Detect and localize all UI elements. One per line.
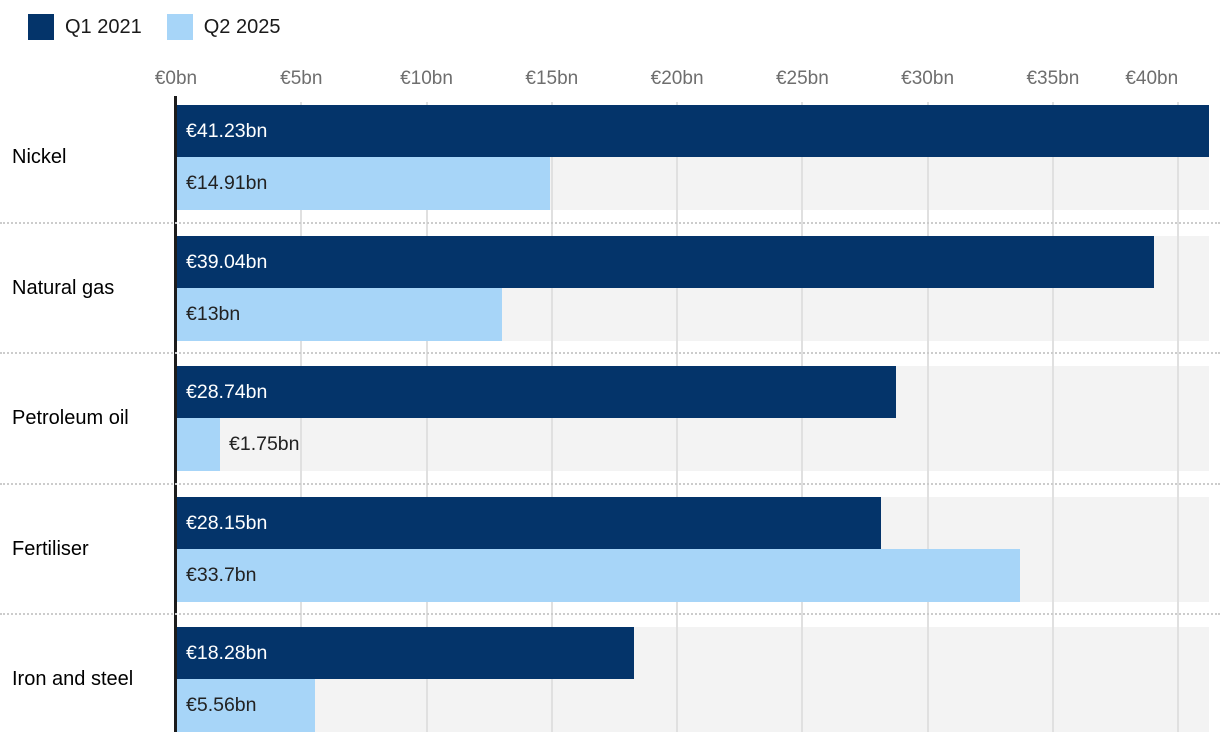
legend-swatch-icon xyxy=(28,14,54,40)
x-axis-tick-label: €35bn xyxy=(1026,68,1080,89)
bar-q2-2025-nickel: €14.91bn xyxy=(176,157,550,210)
gridline xyxy=(1051,102,1054,732)
x-axis-tick-label: €20bn xyxy=(650,68,704,89)
x-axis: €0bn €5bn €10bn €15bn €20bn €25bn €30bn €35bn €4… xyxy=(155,68,1209,94)
gridline xyxy=(1177,102,1180,732)
value-label: €13bn xyxy=(186,303,241,325)
y-axis-baseline xyxy=(174,96,177,732)
legend-swatch-icon xyxy=(166,14,193,40)
legend-label: Q1 2021 xyxy=(65,16,142,38)
row-separator xyxy=(0,613,1220,615)
category-label-natural-gas: Natural gas xyxy=(12,277,115,299)
plot-area: €41.23bn €14.91bn €39.04bn €13bn €28.74bn €1.… xyxy=(176,102,1209,732)
row-separator xyxy=(0,352,1220,354)
x-axis-tick-label: €30bn xyxy=(901,68,955,89)
value-label: €41.23bn xyxy=(186,119,268,142)
value-label: €28.15bn xyxy=(186,511,268,534)
bar-q1-2021-natural-gas: €39.04bn xyxy=(176,236,1154,288)
value-label: €1.75bn xyxy=(229,433,300,455)
legend: Q1 2021 Q2 2025 xyxy=(28,14,305,40)
value-label: €33.7bn xyxy=(186,564,257,586)
bar-q1-2021-fertiliser: €28.15bn xyxy=(176,497,881,549)
x-axis-tick-label: €40bn xyxy=(1125,68,1179,89)
bar-q1-2021-nickel: €41.23bn xyxy=(176,105,1209,157)
bar-q1-2021-iron-and-steel: €18.28bn xyxy=(176,627,634,679)
value-label: €5.56bn xyxy=(186,694,257,716)
x-axis-tick-label: €15bn xyxy=(525,68,579,89)
row-separator xyxy=(0,483,1220,485)
category-label-iron-and-steel: Iron and steel xyxy=(12,668,134,690)
gridline xyxy=(926,102,929,732)
category-label-fertiliser: Fertiliser xyxy=(12,538,89,560)
x-axis-tick-label: €10bn xyxy=(400,68,453,89)
bar-q2-2025-iron-and-steel: €5.56bn xyxy=(176,679,315,732)
legend-item-q1-2021: Q1 2021 xyxy=(28,14,142,40)
bar-q2-2025-fertiliser: €33.7bn xyxy=(176,549,1020,602)
bar-q2-2025-natural-gas: €13bn xyxy=(176,288,502,341)
value-label: €14.91bn xyxy=(186,172,268,194)
category-label-nickel: Nickel xyxy=(12,146,67,168)
value-label: €18.28bn xyxy=(186,641,268,664)
legend-label: Q2 2025 xyxy=(203,16,281,38)
row-separator xyxy=(0,222,1220,224)
value-label: €28.74bn xyxy=(186,380,268,403)
x-axis-tick-label: €25bn xyxy=(775,68,829,89)
value-label: €39.04bn xyxy=(186,250,268,273)
bar-q2-2025-petroleum-oil xyxy=(176,418,220,471)
category-label-petroleum-oil: Petroleum oil xyxy=(12,407,129,429)
x-axis-tick-label: €5bn xyxy=(280,68,323,89)
x-axis-tick-label: €0bn xyxy=(154,68,198,89)
legend-item-q2-2025: Q2 2025 xyxy=(166,14,281,40)
bar-q1-2021-petroleum-oil: €28.74bn xyxy=(176,366,896,418)
